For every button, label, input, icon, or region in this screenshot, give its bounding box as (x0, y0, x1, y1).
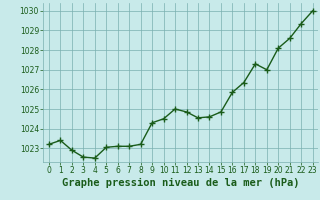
X-axis label: Graphe pression niveau de la mer (hPa): Graphe pression niveau de la mer (hPa) (62, 178, 300, 188)
